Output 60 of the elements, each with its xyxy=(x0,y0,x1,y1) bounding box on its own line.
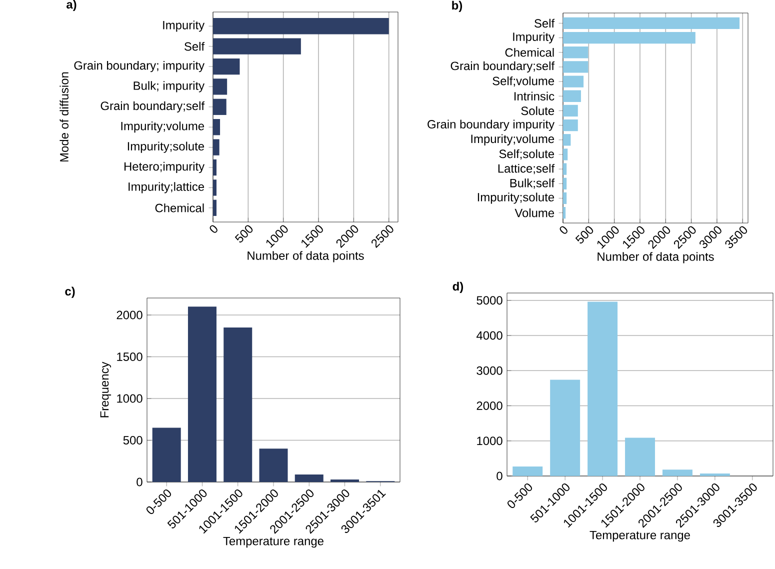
y-tick-label: Grain boundary;self xyxy=(100,101,205,112)
x-axis-title: Number of data points xyxy=(248,251,364,262)
y-tick-label: 0 xyxy=(136,478,142,486)
y-tick-label: Self;solute xyxy=(499,149,554,160)
y-tick-label: Impurity;volume xyxy=(121,122,204,133)
x-axis-title: Temperature range xyxy=(590,530,690,542)
y-tick-label: Bulk; impurity xyxy=(134,81,205,92)
y-tick-label: 500 xyxy=(123,436,142,444)
y-tick-label: 1000 xyxy=(117,394,142,403)
y-tick-label: 2000 xyxy=(476,402,502,410)
x-tick-label: 0 xyxy=(210,225,218,233)
bar xyxy=(294,474,324,482)
text: a) xyxy=(66,0,76,12)
bar xyxy=(259,448,288,482)
y-tick-label: 2000 xyxy=(116,310,142,320)
y-tick-label: Self xyxy=(534,18,555,28)
y-tick-label: Self xyxy=(184,42,205,51)
chart-title: c) xyxy=(65,286,75,298)
x-axis-title: Number of data points xyxy=(598,252,714,264)
y-tick-label: Impurity;volume xyxy=(471,134,554,146)
y-tick-label: Grain boundary impurity xyxy=(428,120,555,131)
y-tick-label: 4000 xyxy=(476,331,502,340)
y-tick-label: 0 xyxy=(496,472,502,480)
bar xyxy=(330,479,360,482)
y-tick-label: 3000 xyxy=(476,366,502,375)
bar xyxy=(625,438,655,476)
x-axis-title: Temperature range xyxy=(223,536,324,548)
bar xyxy=(550,380,580,476)
y-tick-label: Grain boundary;self xyxy=(450,61,555,73)
y-tick-label: Hetero;impurity xyxy=(124,162,205,174)
y-tick-label: Intrinsic xyxy=(514,92,554,101)
y-tick-label: Self;volume xyxy=(492,76,554,87)
y-axis-title: Mode of diffusion xyxy=(60,72,68,162)
bar xyxy=(588,302,618,476)
bar xyxy=(662,470,692,476)
y-tick-label: Chemical xyxy=(505,48,554,57)
y-tick-label: Solute xyxy=(521,106,554,116)
bar xyxy=(512,466,543,476)
y-tick-label: Chemical xyxy=(155,203,204,212)
chart-title: d) xyxy=(452,282,464,293)
y-tick-label: Impurity xyxy=(163,20,205,32)
y-tick-label: Impurity xyxy=(513,32,555,44)
bar xyxy=(188,306,216,482)
y-tick-label: Bulk;self xyxy=(510,178,555,189)
x-tick-label: 0 xyxy=(560,226,568,234)
y-tick-label: 1000 xyxy=(477,436,502,446)
y-tick-label: Impurity;lattice xyxy=(128,182,204,194)
y-tick-label: Volume xyxy=(514,208,554,218)
y-tick-label: 5000 xyxy=(476,296,502,305)
y-tick-label: Grain boundary; impurity xyxy=(74,60,205,72)
y-axis-title: Frequency xyxy=(100,362,112,418)
x-tick-label: 500 xyxy=(575,226,594,244)
bar xyxy=(224,328,252,482)
y-tick-label: Lattice;self xyxy=(498,164,555,174)
y-tick-label: Impurity;solute xyxy=(478,192,554,204)
y-tick-label: Impurity;solute xyxy=(128,142,204,153)
text: b) xyxy=(452,0,462,12)
x-tick-label: 500 xyxy=(234,225,253,242)
bar xyxy=(152,428,181,482)
y-tick-label: 1500 xyxy=(117,352,142,361)
